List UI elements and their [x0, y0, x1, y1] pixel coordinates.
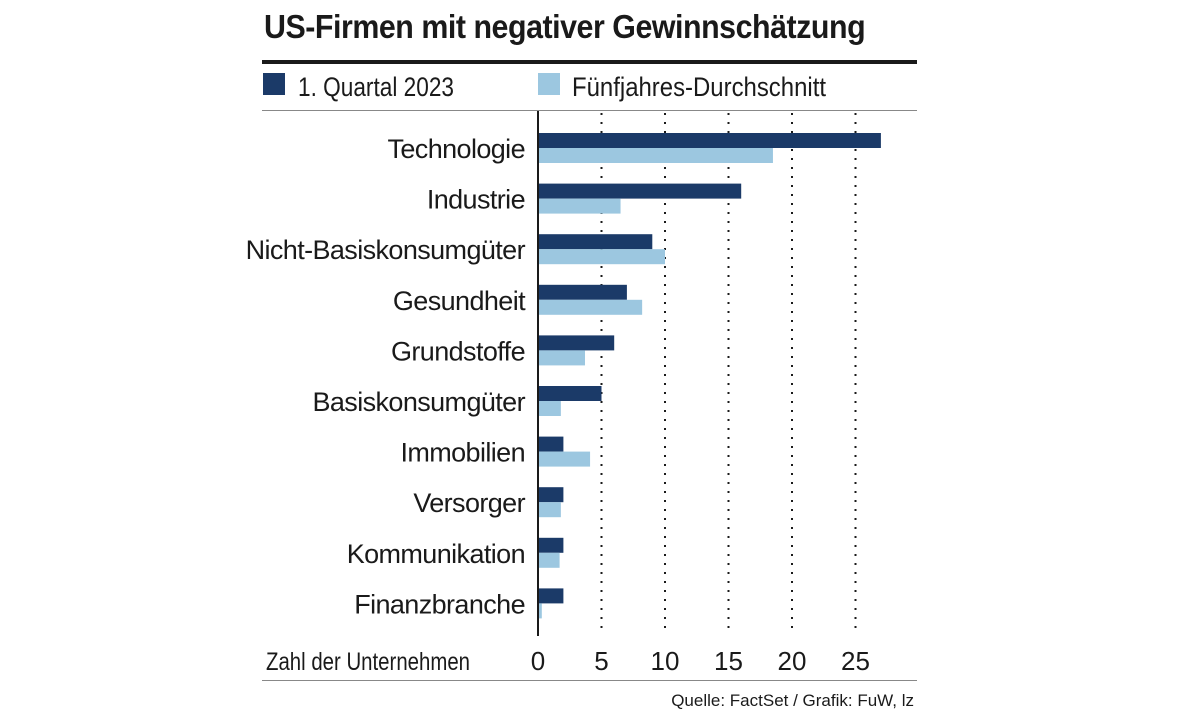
- bar-avg: [538, 502, 561, 518]
- bar-q1: [538, 284, 627, 300]
- bar-avg: [538, 552, 560, 568]
- x-tick-labels: 0 5 10 15 20 25: [531, 646, 870, 676]
- x-tick-label: 25: [841, 646, 870, 676]
- bar-avg: [538, 350, 585, 366]
- bar-q1: [538, 335, 615, 351]
- category-label: Immobilien: [400, 438, 525, 468]
- category-label: Gesundheit: [393, 286, 526, 316]
- legend-label-q1: 1. Quartal 2023: [298, 72, 454, 102]
- bar-avg: [538, 198, 621, 214]
- bar-avg: [538, 603, 542, 619]
- bar-q1: [538, 133, 881, 148]
- category-label: Technologie: [387, 134, 525, 164]
- category-label: Basiskonsumgüter: [312, 387, 525, 417]
- x-axis-label: Zahl der Unternehmen: [266, 648, 470, 676]
- category-label: Grundstoffe: [391, 336, 525, 366]
- x-tick-label: 15: [714, 646, 743, 676]
- category-label: Nicht-Basiskonsumgüter: [246, 235, 526, 265]
- bar-q1: [538, 537, 564, 553]
- category-label: Versorger: [413, 488, 525, 518]
- category-labels: Technologie Industrie Nicht-Basiskonsumgüt…: [246, 134, 527, 619]
- x-tick-label: 10: [651, 646, 680, 676]
- bar-q1: [538, 487, 564, 503]
- chart-title: US-Firmen mit negativer Gewinnschätzung: [264, 8, 866, 45]
- source-note: Quelle: FactSet / Grafik: FuW, lz: [671, 691, 914, 710]
- bar-q1: [538, 183, 742, 199]
- x-tick-label: 20: [778, 646, 807, 676]
- legend-swatch-avg: [538, 73, 560, 95]
- bar-q1: [538, 436, 564, 452]
- category-label: Kommunikation: [347, 539, 525, 569]
- legend: 1. Quartal 2023 Fünfjahres-Durchschnitt: [263, 72, 826, 102]
- bottom-rule: [262, 680, 917, 681]
- bar-avg: [538, 401, 561, 416]
- bar-avg: [538, 148, 773, 163]
- y-axis-line: [537, 111, 539, 636]
- title-rule: [262, 60, 917, 64]
- legend-rule: [262, 110, 917, 111]
- x-tick-label: 0: [531, 646, 545, 676]
- category-label: Industrie: [427, 185, 525, 215]
- bar-avg: [538, 451, 591, 467]
- bar-q1: [538, 234, 653, 250]
- legend-label-avg: Fünfjahres-Durchschnitt: [572, 72, 826, 102]
- bar-q1: [538, 386, 602, 401]
- legend-swatch-q1: [263, 73, 285, 95]
- bar-q1: [538, 588, 564, 604]
- category-label: Finanzbranche: [354, 589, 525, 619]
- bar-avg: [538, 249, 665, 265]
- bars: [538, 133, 881, 619]
- bar-avg: [538, 299, 643, 315]
- x-tick-label: 5: [594, 646, 608, 676]
